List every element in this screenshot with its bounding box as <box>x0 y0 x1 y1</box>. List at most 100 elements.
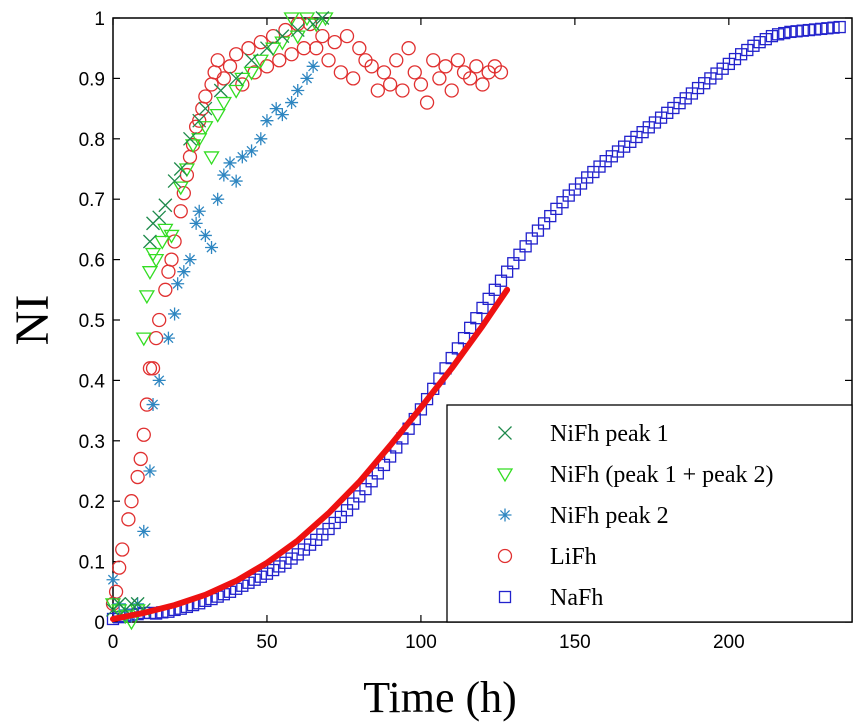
data-point <box>223 156 237 170</box>
data-point <box>306 17 321 31</box>
data-point <box>254 132 268 146</box>
data-point <box>827 21 840 34</box>
data-point <box>289 30 306 45</box>
data-point <box>710 67 723 80</box>
data-point <box>544 209 557 223</box>
data-point <box>235 77 250 92</box>
data-point <box>197 121 214 136</box>
x-tick-label: 0 <box>108 632 119 653</box>
data-point <box>353 490 366 503</box>
data-point <box>469 59 484 74</box>
data-point <box>266 563 280 577</box>
data-point <box>802 23 816 37</box>
data-point <box>189 216 203 230</box>
data-point <box>272 53 287 68</box>
data-point <box>661 106 674 119</box>
data-point <box>747 39 760 52</box>
x-axis-title: Time (h) <box>363 673 517 722</box>
data-point <box>254 570 267 583</box>
data-point <box>142 361 158 376</box>
data-point <box>771 28 785 41</box>
data-point <box>244 53 259 68</box>
data-point <box>315 28 330 44</box>
data-point <box>124 596 139 611</box>
x-tick-label: 50 <box>256 632 277 653</box>
data-point <box>303 538 317 551</box>
data-point <box>698 77 711 90</box>
legend-marker <box>496 468 514 483</box>
data-point <box>142 234 157 249</box>
data-point <box>234 72 251 87</box>
data-point <box>161 264 176 279</box>
data-point <box>778 26 791 40</box>
data-point <box>488 283 501 296</box>
legend-marker <box>497 548 513 564</box>
data-point <box>475 77 490 92</box>
data-point <box>229 47 244 62</box>
y-tick-label: 0.6 <box>79 251 105 272</box>
x-tick-label: 150 <box>559 632 591 653</box>
data-point <box>636 126 649 139</box>
data-point <box>137 524 151 538</box>
data-point <box>176 186 191 201</box>
data-point <box>599 154 612 168</box>
data-point <box>482 292 495 306</box>
data-point <box>164 252 179 267</box>
data-point <box>259 59 275 74</box>
data-point <box>716 62 729 75</box>
data-point <box>264 42 282 57</box>
data-point <box>667 101 680 115</box>
data-point <box>395 83 410 98</box>
data-point <box>494 274 508 287</box>
series-layer <box>104 11 846 631</box>
data-point <box>283 12 300 27</box>
data-point <box>364 59 379 74</box>
data-point <box>195 101 210 116</box>
data-point <box>163 229 180 244</box>
data-point <box>537 217 551 230</box>
data-point <box>728 52 742 66</box>
data-point <box>741 43 754 57</box>
legend-label: LiFh <box>550 544 597 570</box>
data-point <box>359 482 372 496</box>
data-point <box>229 174 243 188</box>
data-point <box>315 11 330 25</box>
data-point <box>290 16 305 32</box>
data-point <box>177 265 191 279</box>
data-point <box>148 330 164 346</box>
legend-marker <box>498 426 512 440</box>
data-point <box>222 59 238 74</box>
data-point <box>556 196 569 209</box>
data-point <box>291 548 304 561</box>
series-nifh-peak-1 <box>106 11 330 617</box>
data-point <box>130 469 145 485</box>
data-point <box>167 234 182 249</box>
legend-marker <box>498 590 512 604</box>
data-point <box>124 494 139 509</box>
data-point <box>550 202 563 216</box>
data-point <box>630 130 643 144</box>
legend-label: NaFh <box>550 585 603 611</box>
data-point <box>241 41 256 56</box>
x-tick-label: 100 <box>405 632 437 653</box>
data-point <box>158 282 173 297</box>
data-point <box>476 301 489 315</box>
data-point <box>333 65 349 80</box>
data-point <box>691 81 705 95</box>
data-point <box>334 510 348 524</box>
data-point <box>401 41 416 56</box>
legend-label: NiFh peak 1 <box>550 421 669 447</box>
data-point <box>209 108 226 123</box>
fit-curve-layer <box>110 286 511 622</box>
data-point <box>420 392 434 406</box>
data-point <box>784 25 797 39</box>
data-point <box>796 24 809 37</box>
data-point <box>143 464 157 478</box>
data-point <box>152 210 167 225</box>
data-point <box>145 361 161 376</box>
data-point <box>753 36 766 49</box>
data-point <box>340 504 354 517</box>
data-point <box>419 95 435 110</box>
data-point <box>463 71 478 86</box>
